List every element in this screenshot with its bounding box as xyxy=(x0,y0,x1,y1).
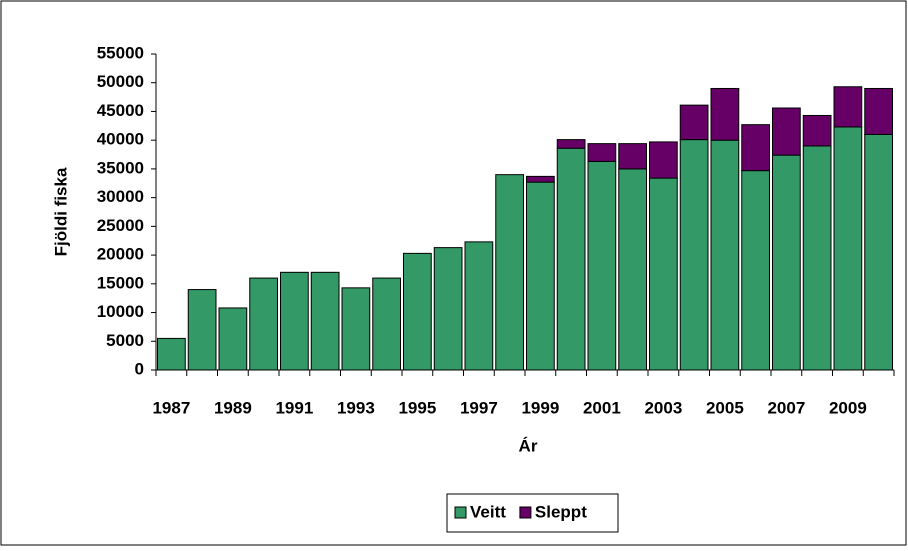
x-tick-label: 2005 xyxy=(706,398,744,417)
x-tick-label: 1995 xyxy=(398,398,436,417)
x-tick-label: 1997 xyxy=(460,398,498,417)
bar xyxy=(372,277,401,371)
bar xyxy=(495,174,524,371)
bar xyxy=(310,271,340,371)
y-tick-label: 45000 xyxy=(97,101,144,120)
x-tick-label: 1991 xyxy=(275,398,313,417)
bar xyxy=(587,143,617,162)
bar xyxy=(157,337,186,371)
bar xyxy=(649,177,678,371)
y-tick-label: 5000 xyxy=(106,331,144,350)
bar xyxy=(341,287,371,371)
legend-label: Sleppt xyxy=(535,502,587,521)
bar xyxy=(433,247,463,371)
bar xyxy=(833,126,863,371)
y-tick-label: 25000 xyxy=(97,216,144,235)
x-tick-label: 2001 xyxy=(583,398,621,417)
x-axis-title: Ár xyxy=(519,436,538,455)
bar xyxy=(864,87,893,135)
legend-label: Veitt xyxy=(470,502,506,521)
bar xyxy=(249,277,278,371)
bar xyxy=(556,147,586,371)
y-tick-label: 30000 xyxy=(97,187,144,206)
y-tick-label: 50000 xyxy=(97,72,144,91)
bar xyxy=(618,168,647,371)
bar xyxy=(833,86,863,128)
legend-swatch xyxy=(519,506,532,519)
bar xyxy=(710,139,740,371)
legend-swatch xyxy=(454,506,467,519)
x-tick-label: 1999 xyxy=(521,398,559,417)
x-tick-label: 2009 xyxy=(829,398,867,417)
y-tick-label: 10000 xyxy=(97,302,144,321)
bar xyxy=(864,133,893,371)
bar xyxy=(403,252,432,371)
bar xyxy=(772,107,801,156)
bar xyxy=(280,271,309,371)
bar xyxy=(741,170,770,371)
y-tick-label: 0 xyxy=(135,359,144,378)
y-tick-label: 40000 xyxy=(97,130,144,149)
bar xyxy=(618,143,647,170)
bar xyxy=(526,175,555,183)
bar xyxy=(526,181,555,371)
y-tick-label: 15000 xyxy=(97,273,144,292)
bar xyxy=(187,289,217,371)
bar xyxy=(556,139,586,149)
bar xyxy=(741,124,770,172)
bar xyxy=(679,104,709,141)
legend-box xyxy=(446,493,619,533)
x-tick-label: 1989 xyxy=(214,398,252,417)
bar xyxy=(802,145,832,371)
y-axis-title: Fjöldi fiska xyxy=(51,167,70,256)
bar xyxy=(587,160,617,371)
bar xyxy=(772,154,801,371)
bar xyxy=(464,241,494,371)
x-tick-label: 1987 xyxy=(152,398,190,417)
bar xyxy=(802,114,832,147)
y-tick-label: 55000 xyxy=(97,43,144,62)
bar xyxy=(710,87,740,141)
x-tick-label: 2007 xyxy=(767,398,805,417)
bar xyxy=(649,141,678,179)
x-tick-label: 2003 xyxy=(644,398,682,417)
y-tick-label: 20000 xyxy=(97,245,144,264)
bar xyxy=(679,139,709,371)
bar xyxy=(218,307,248,371)
y-tick-label: 35000 xyxy=(97,158,144,177)
x-tick-label: 1993 xyxy=(337,398,375,417)
